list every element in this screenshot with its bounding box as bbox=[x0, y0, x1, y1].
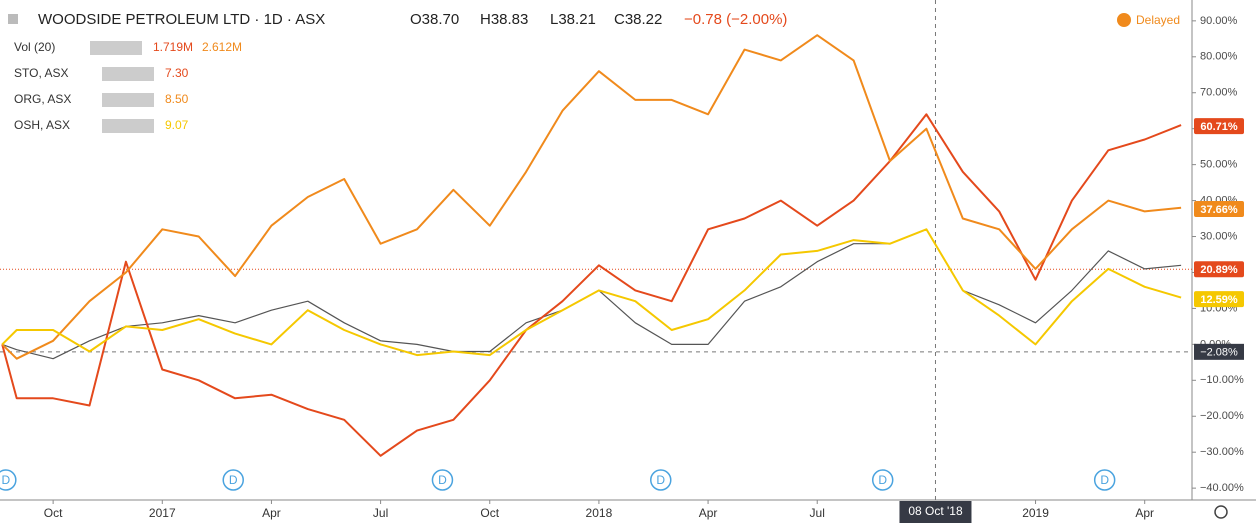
x-tick-label: Apr bbox=[1135, 506, 1154, 520]
price-tag-label: 37.66% bbox=[1200, 204, 1238, 216]
x-tick-label: Oct bbox=[44, 506, 63, 520]
y-tick-label: −30.00% bbox=[1200, 446, 1244, 458]
volume-value: 1.719M bbox=[153, 40, 193, 54]
symbol-icon bbox=[8, 14, 18, 24]
legend-buttons[interactable] bbox=[102, 67, 154, 81]
legend-price: 9.07 bbox=[165, 118, 189, 132]
legend-buttons[interactable] bbox=[90, 41, 142, 55]
x-tick-label: Apr bbox=[699, 506, 718, 520]
legend-buttons[interactable] bbox=[102, 93, 154, 107]
dividend-marker bbox=[650, 469, 672, 491]
legend-price: 8.50 bbox=[165, 92, 189, 106]
ohlc-open: O38.70 bbox=[410, 11, 459, 28]
y-tick-label: −20.00% bbox=[1200, 410, 1244, 422]
x-tick-label: 2017 bbox=[149, 506, 176, 520]
dividend-label: D bbox=[878, 473, 887, 487]
ohlc-close: C38.22 bbox=[614, 11, 662, 28]
settings-icon[interactable] bbox=[1214, 505, 1228, 519]
legend: STO, ASX 7.30 ORG, ASX 8.50 OSH, ASX 9.07 bbox=[14, 66, 189, 133]
legend-name[interactable]: STO, ASX bbox=[14, 66, 68, 80]
delayed-label[interactable]: Delayed bbox=[1136, 13, 1180, 27]
crosshair-x-box bbox=[899, 501, 972, 523]
series-line bbox=[1, 113, 1182, 457]
header: WOODSIDE PETROLEUM LTD · 1D · ASX O38.70… bbox=[8, 11, 1180, 55]
y-tick-label: −10.00% bbox=[1200, 374, 1244, 386]
crosshair-x-label: 08 Oct '18 bbox=[908, 504, 963, 518]
dividend-label: D bbox=[438, 473, 447, 487]
dividend-marker bbox=[222, 469, 244, 491]
chart-title: WOODSIDE PETROLEUM LTD · 1D · ASX bbox=[38, 11, 325, 28]
gear[interactable] bbox=[1214, 505, 1228, 519]
y-tick-label: 50.00% bbox=[1200, 159, 1238, 171]
price-tag bbox=[1194, 291, 1244, 308]
volume-name[interactable]: Vol (20) bbox=[14, 40, 55, 54]
dividend-marker bbox=[871, 469, 894, 491]
dividend-label: D bbox=[1, 473, 10, 487]
price-tag bbox=[1194, 261, 1244, 278]
dividend-marker bbox=[0, 469, 17, 491]
dividend-marker bbox=[431, 469, 454, 491]
delayed-icon[interactable] bbox=[1117, 13, 1131, 27]
crosshair-y-box bbox=[1194, 343, 1244, 360]
x-tick-label: Jul bbox=[373, 506, 388, 520]
legend-name[interactable]: ORG, ASX bbox=[14, 92, 71, 106]
ohlc-low: L38.21 bbox=[550, 11, 596, 28]
dividend-label: D bbox=[656, 473, 665, 487]
x-tick-label: Jul bbox=[810, 506, 825, 520]
y-tick-label: 70.00% bbox=[1200, 87, 1238, 99]
x-tick-label: Apr bbox=[262, 506, 281, 520]
y-tick-label: 90.00% bbox=[1200, 15, 1238, 27]
series-line bbox=[1, 228, 1182, 357]
price-tag bbox=[1194, 200, 1244, 217]
x-tick-label: Oct bbox=[480, 506, 499, 520]
price-tag-label: 12.59% bbox=[1200, 294, 1238, 306]
change: −0.78 (−2.00%) bbox=[684, 11, 787, 28]
y-tick-label: −40.00% bbox=[1200, 482, 1244, 494]
y-tick-label: 80.00% bbox=[1200, 51, 1238, 63]
legend-buttons[interactable] bbox=[102, 119, 154, 133]
price-tag-label: 60.71% bbox=[1200, 121, 1238, 133]
legend-name[interactable]: OSH, ASX bbox=[14, 118, 70, 132]
crosshair-y-label: −2.08% bbox=[1200, 347, 1238, 359]
legend-price: 7.30 bbox=[165, 66, 189, 80]
dividend-label: D bbox=[229, 473, 238, 487]
x-tick-label: 2018 bbox=[586, 506, 613, 520]
dividend-label: D bbox=[1100, 473, 1109, 487]
price-tag-label: 20.89% bbox=[1200, 264, 1238, 276]
volume-average: 2.612M bbox=[202, 40, 242, 54]
y-tick-label: 30.00% bbox=[1200, 230, 1238, 242]
ohlc-high: H38.83 bbox=[480, 11, 528, 28]
x-tick-label: 2019 bbox=[1022, 506, 1049, 520]
dividend-marker bbox=[1093, 469, 1116, 491]
series-line bbox=[1, 34, 1182, 360]
price-tag bbox=[1194, 118, 1244, 135]
